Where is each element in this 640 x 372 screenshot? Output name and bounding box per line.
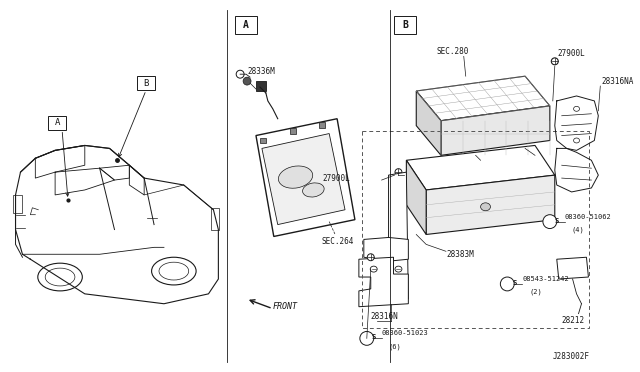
Polygon shape [406, 160, 426, 234]
Ellipse shape [573, 106, 580, 111]
Text: 08543-51242: 08543-51242 [522, 276, 569, 282]
Text: 08360-51023: 08360-51023 [381, 330, 428, 336]
Polygon shape [256, 119, 355, 237]
Ellipse shape [395, 169, 402, 176]
Polygon shape [364, 237, 408, 261]
Text: 28316N: 28316N [371, 312, 399, 321]
Bar [260, 138, 266, 144]
Ellipse shape [367, 254, 374, 261]
Polygon shape [359, 257, 408, 307]
Text: (4): (4) [572, 226, 584, 233]
Text: A: A [243, 20, 249, 30]
Polygon shape [406, 145, 555, 190]
Text: J283002F: J283002F [552, 352, 589, 361]
Text: 27900L: 27900L [557, 49, 586, 58]
Bar [211, 208, 220, 230]
Ellipse shape [303, 183, 324, 197]
Text: (2): (2) [529, 289, 542, 295]
Text: 27900L: 27900L [323, 174, 350, 183]
Ellipse shape [159, 262, 189, 280]
Ellipse shape [543, 215, 557, 228]
Bar [394, 16, 416, 33]
Bar [319, 122, 325, 128]
Bar [235, 16, 257, 33]
Ellipse shape [573, 138, 580, 143]
Polygon shape [416, 91, 441, 155]
Ellipse shape [360, 331, 374, 345]
Text: 28383M: 28383M [446, 250, 474, 259]
Polygon shape [262, 134, 345, 225]
Ellipse shape [481, 203, 490, 211]
Ellipse shape [236, 70, 244, 78]
Ellipse shape [551, 58, 558, 65]
Ellipse shape [243, 77, 251, 85]
Ellipse shape [371, 266, 377, 272]
Text: 28336M: 28336M [247, 67, 275, 76]
Ellipse shape [278, 166, 313, 188]
Bar [362, 131, 589, 328]
Bar [48, 116, 66, 129]
Text: A: A [54, 118, 60, 127]
Polygon shape [426, 175, 555, 234]
Text: 28212: 28212 [562, 316, 585, 325]
Polygon shape [416, 76, 550, 121]
Text: 28316NA: 28316NA [602, 77, 634, 86]
Ellipse shape [395, 266, 402, 272]
Bar [137, 76, 155, 90]
Bar [290, 128, 296, 134]
Text: SEC.280: SEC.280 [436, 47, 468, 56]
Text: (6): (6) [388, 343, 401, 350]
Ellipse shape [500, 277, 514, 291]
Text: S: S [512, 280, 516, 286]
Text: SEC.264: SEC.264 [321, 237, 354, 246]
Ellipse shape [38, 263, 83, 291]
Polygon shape [388, 172, 408, 302]
Ellipse shape [152, 257, 196, 285]
Bar [256, 81, 266, 91]
Bar [13, 195, 22, 213]
Text: S: S [555, 218, 559, 224]
Ellipse shape [45, 268, 75, 286]
Text: B: B [403, 20, 408, 30]
Polygon shape [557, 257, 588, 279]
Text: B: B [143, 78, 149, 87]
Text: 08360-51062: 08360-51062 [564, 214, 611, 220]
Polygon shape [441, 106, 550, 155]
Text: FRONT: FRONT [273, 302, 298, 311]
Text: S: S [372, 334, 376, 340]
